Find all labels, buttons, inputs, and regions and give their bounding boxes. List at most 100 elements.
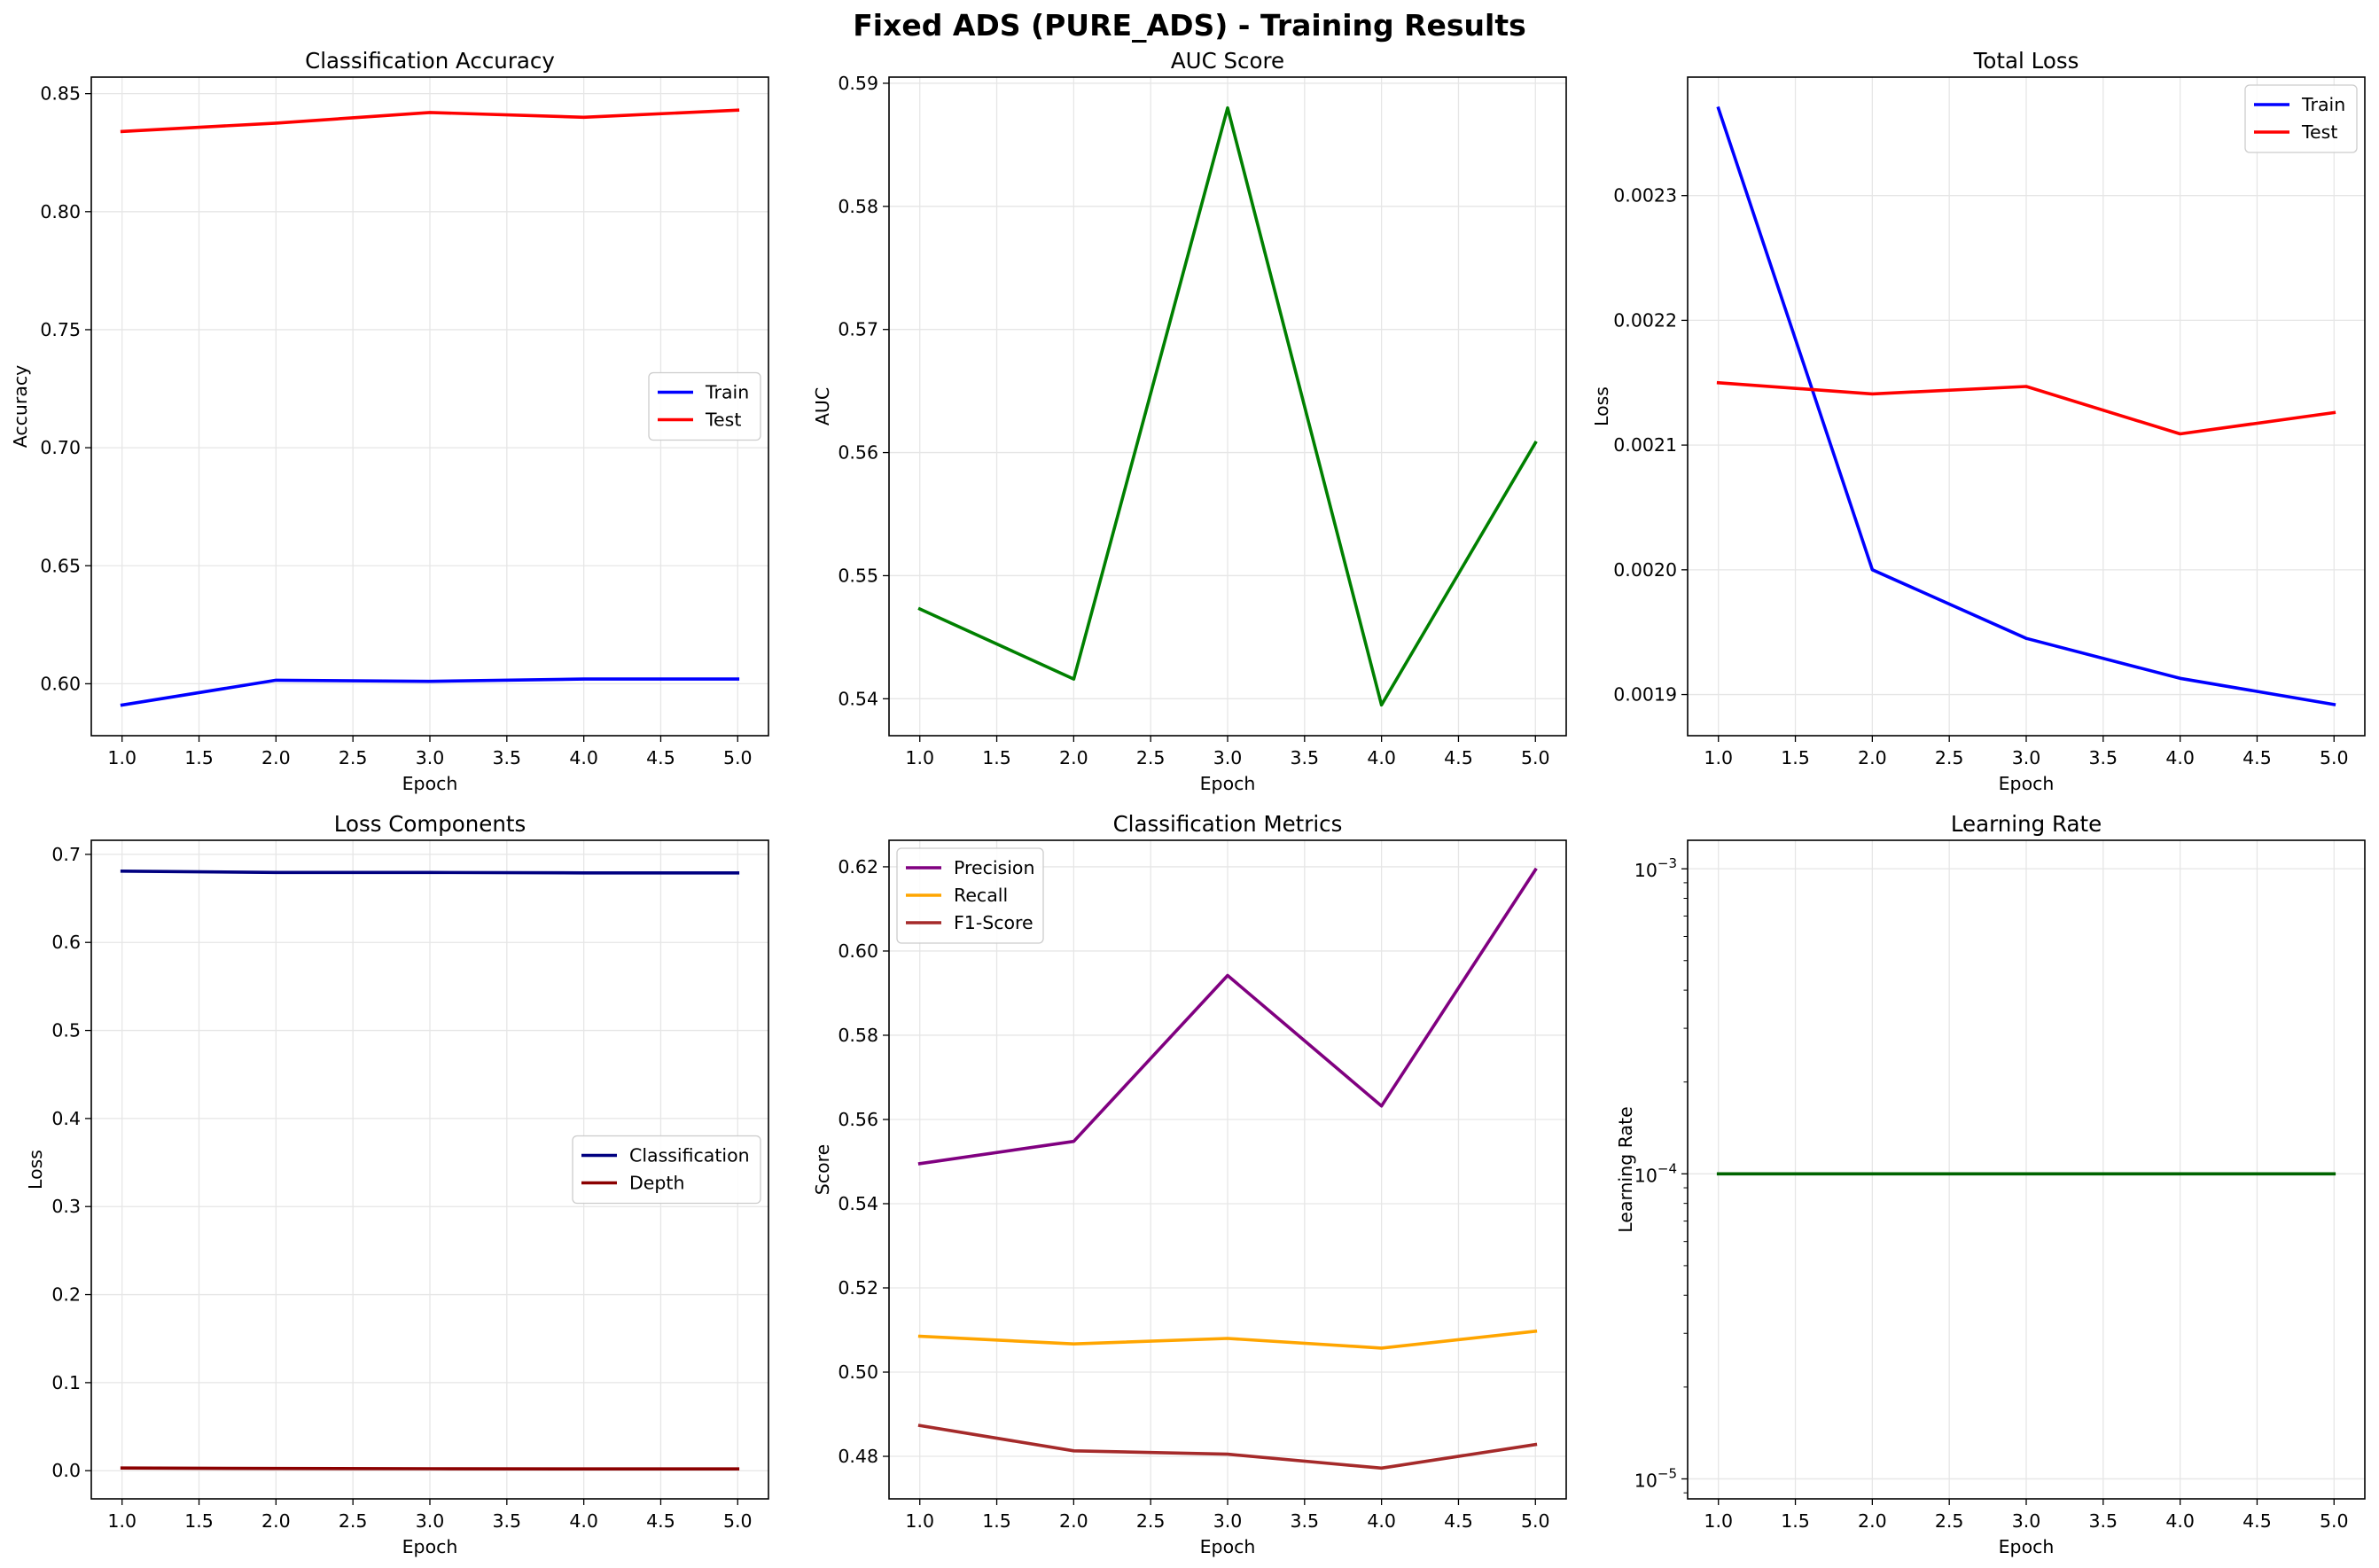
x-tick-label: 5.0 — [2320, 747, 2349, 768]
x-axis-label: Epoch — [1200, 773, 1256, 794]
y-axis-label: Learning Rate — [1615, 1106, 1636, 1233]
x-tick-label: 5.0 — [2320, 1510, 2349, 1532]
series-line-f1-score — [917, 1424, 1538, 1470]
x-tick-label: 1.0 — [107, 747, 136, 768]
legend-label: Train — [2301, 94, 2345, 115]
series-line-train — [1716, 105, 2336, 706]
x-tick-label: 5.0 — [1521, 1510, 1550, 1532]
y-tick-label: 0.54 — [838, 1193, 878, 1214]
legend-label: Classification — [629, 1145, 750, 1166]
x-tick-label: 2.5 — [1935, 747, 1964, 768]
x-tick-label: 4.0 — [2165, 1510, 2195, 1532]
y-tick-label: 0.55 — [838, 565, 878, 586]
panel-lr: 1.0 1.5 2.0 2.5 3.0 3.5 4.0 4.5 5.010−510−410−3L… — [1615, 811, 2366, 1557]
x-tick-label: 3.0 — [1213, 1510, 1243, 1532]
y-axis-label: Loss — [1591, 386, 1612, 426]
x-tick-label: 4.5 — [2242, 747, 2272, 768]
legend-box — [896, 847, 1044, 944]
x-tick-label: 3.5 — [493, 747, 522, 768]
y-tick-label: 0.59 — [838, 73, 878, 94]
y-tick-label: 0.62 — [838, 856, 878, 878]
x-tick-label: 1.5 — [982, 1510, 1011, 1532]
y-tick-base: 10 — [1634, 860, 1658, 881]
y-axis-label: Accuracy — [10, 365, 31, 449]
x-tick-label: 1.0 — [107, 1510, 136, 1532]
grid — [1688, 77, 2365, 736]
legend-label: Test — [705, 410, 741, 431]
panel-components: 1.0 1.5 2.0 2.5 3.0 3.5 4.0 4.5 5.0 0.0 0.1 0.2 0.3 0… — [25, 811, 769, 1557]
y-tick-label: 0.1 — [51, 1372, 81, 1393]
grid — [889, 77, 1566, 736]
x-tick-label: 3.0 — [416, 1510, 445, 1532]
legend-label: Recall — [954, 885, 1008, 906]
x-tick-label: 1.5 — [184, 747, 214, 768]
x-axis-label: Epoch — [1999, 1536, 2055, 1557]
y-tick-label: 0.85 — [40, 83, 81, 105]
y-tick-label: 0.5 — [51, 1020, 81, 1041]
x-tick-label: 5.0 — [1521, 747, 1550, 768]
grid — [889, 840, 1566, 1499]
legend: Classification Depth — [572, 1135, 761, 1205]
x-tick-label: 4.0 — [569, 1510, 598, 1532]
series-line-classification — [120, 869, 740, 875]
panel-title: Loss Components — [334, 811, 526, 837]
x-axis-label: Epoch — [1200, 1536, 1256, 1557]
x-tick-label: 2.5 — [339, 1510, 368, 1532]
x-tick-label: 2.0 — [1059, 747, 1088, 768]
series-line-precision — [917, 867, 1538, 1166]
y-axis-label: Score — [812, 1144, 833, 1195]
x-axis-label: Epoch — [402, 773, 458, 794]
series-line-train — [120, 677, 740, 707]
series-line-test — [120, 108, 740, 134]
x-tick-label: 2.0 — [1059, 1510, 1088, 1532]
x-tick-label: 4.0 — [1367, 747, 1396, 768]
x-tick-label: 4.5 — [1444, 747, 1473, 768]
series-line-auc — [917, 105, 1538, 707]
x-tick-label: 3.5 — [493, 1510, 522, 1532]
x-tick-label: 2.0 — [261, 747, 291, 768]
x-tick-label: 2.5 — [1136, 747, 1166, 768]
y-tick-label: 0.52 — [838, 1277, 878, 1299]
x-tick-label: 3.0 — [2012, 747, 2041, 768]
y-tick-label: 10−3 — [1634, 855, 1677, 881]
x-tick-label: 1.5 — [982, 747, 1011, 768]
y-tick-exponent: −3 — [1658, 855, 1677, 871]
y-tick-label: 0.0 — [51, 1460, 81, 1481]
x-tick-label: 2.0 — [261, 1510, 291, 1532]
legend-box — [572, 1135, 761, 1205]
panel-metrics: 1.0 1.5 2.0 2.5 3.0 3.5 4.0 4.5 5.0 0.48 0.50 0.52 0… — [812, 811, 1567, 1557]
x-tick-label: 3.5 — [1291, 747, 1320, 768]
subplot-grid: 1.0 1.5 2.0 2.5 3.0 3.5 4.0 4.5 5.0 0.60 0.65 0.70 0… — [10, 48, 2366, 1557]
panel-loss: 1.0 1.5 2.0 2.5 3.0 3.5 4.0 4.5 5.0 0.0019 0.0020 0… — [1591, 48, 2366, 794]
x-tick-label: 1.5 — [1781, 1510, 1810, 1532]
y-tick-label: 0.57 — [838, 319, 878, 340]
x-tick-label: 3.0 — [416, 747, 445, 768]
panel-title: Learning Rate — [1951, 811, 2102, 837]
y-tick-label: 0.75 — [40, 319, 81, 340]
grid — [91, 840, 768, 1499]
figure-title: Fixed ADS (PURE_ADS) - Training Results — [853, 8, 1526, 43]
x-tick-label: 4.5 — [1444, 1510, 1473, 1532]
y-tick-label: 0.4 — [51, 1108, 81, 1129]
x-axis-label: Epoch — [402, 1536, 458, 1557]
panel-title: AUC Score — [1171, 48, 1284, 74]
legend-box — [2244, 84, 2358, 153]
series-line-recall — [917, 1329, 1538, 1350]
x-tick-label: 3.0 — [2012, 1510, 2041, 1532]
grid — [1688, 840, 2365, 1499]
x-tick-label: 3.5 — [2089, 747, 2118, 768]
y-tick-exponent: −5 — [1658, 1465, 1677, 1481]
y-tick-label: 0.80 — [40, 201, 81, 222]
x-tick-label: 1.0 — [1704, 1510, 1733, 1532]
x-tick-label: 2.0 — [1858, 1510, 1887, 1532]
x-tick-label: 2.5 — [339, 747, 368, 768]
panel-auc: 1.0 1.5 2.0 2.5 3.0 3.5 4.0 4.5 5.0 0.54 0.55 0.56 0… — [812, 48, 1567, 794]
x-tick-label: 2.5 — [1136, 1510, 1166, 1532]
y-tick-label: 0.60 — [838, 940, 878, 962]
x-tick-label: 1.5 — [1781, 747, 1810, 768]
x-tick-label: 5.0 — [723, 1510, 753, 1532]
x-tick-label: 1.0 — [905, 747, 934, 768]
x-tick-label: 4.0 — [569, 747, 598, 768]
y-tick-label: 0.0021 — [1613, 434, 1677, 456]
